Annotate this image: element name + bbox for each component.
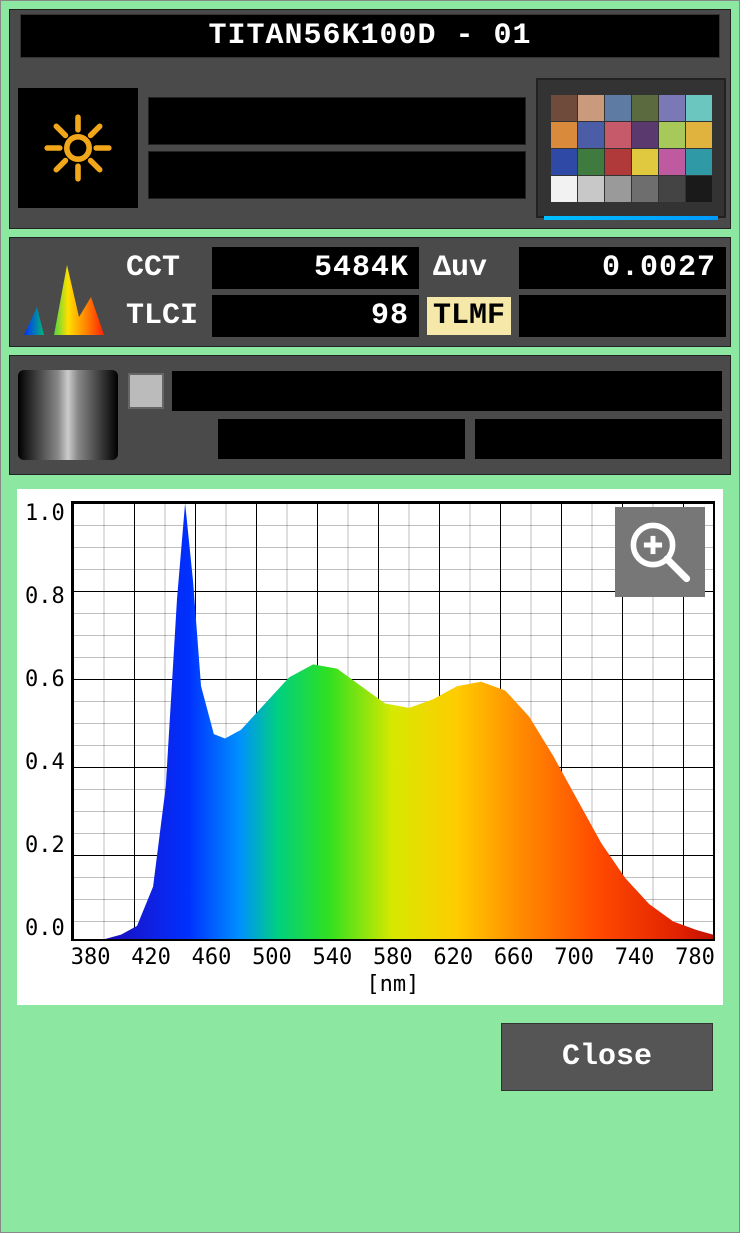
filter-value-2 bbox=[475, 419, 722, 459]
spectrum-icon[interactable] bbox=[14, 247, 114, 337]
zoom-in-icon bbox=[625, 517, 695, 587]
cct-value: 5484K bbox=[212, 247, 419, 289]
duv-label: Δuv bbox=[427, 249, 511, 287]
light-mode-button[interactable] bbox=[18, 88, 138, 208]
title-bar: TITAN56K100D - 01 bbox=[20, 14, 720, 58]
spectrum-chart: 1.00.80.60.40.20.0 380420460500540580620… bbox=[17, 489, 723, 1005]
filter-value-1 bbox=[218, 419, 465, 459]
color-checker-button[interactable] bbox=[536, 78, 726, 218]
row-light-preview bbox=[10, 68, 730, 228]
x-axis: 380420460500540580620660700740780 bbox=[71, 945, 715, 970]
x-axis-label: [nm] bbox=[71, 972, 715, 997]
blank-field-2 bbox=[148, 151, 526, 199]
tlmf-value bbox=[519, 295, 726, 337]
filter-name-field bbox=[172, 371, 722, 411]
color-checker-icon bbox=[551, 95, 712, 202]
tlci-label: TLCI bbox=[120, 297, 204, 335]
row-filter bbox=[9, 355, 731, 475]
y-axis: 1.00.80.60.40.20.0 bbox=[25, 501, 71, 941]
sun-icon bbox=[43, 113, 113, 183]
cct-label: CCT bbox=[120, 249, 204, 287]
filter-swatch[interactable] bbox=[128, 373, 164, 409]
filter-icon[interactable] bbox=[18, 370, 118, 460]
zoom-button[interactable] bbox=[615, 507, 705, 597]
blank-field-1 bbox=[148, 97, 526, 145]
row-measurements: CCT 5484K Δuv 0.0027 TLCI 98 TLMF bbox=[9, 237, 731, 347]
close-button[interactable]: Close bbox=[501, 1023, 713, 1091]
tlmf-label[interactable]: TLMF bbox=[427, 297, 511, 335]
duv-value: 0.0027 bbox=[519, 247, 726, 289]
tlci-value: 98 bbox=[212, 295, 419, 337]
